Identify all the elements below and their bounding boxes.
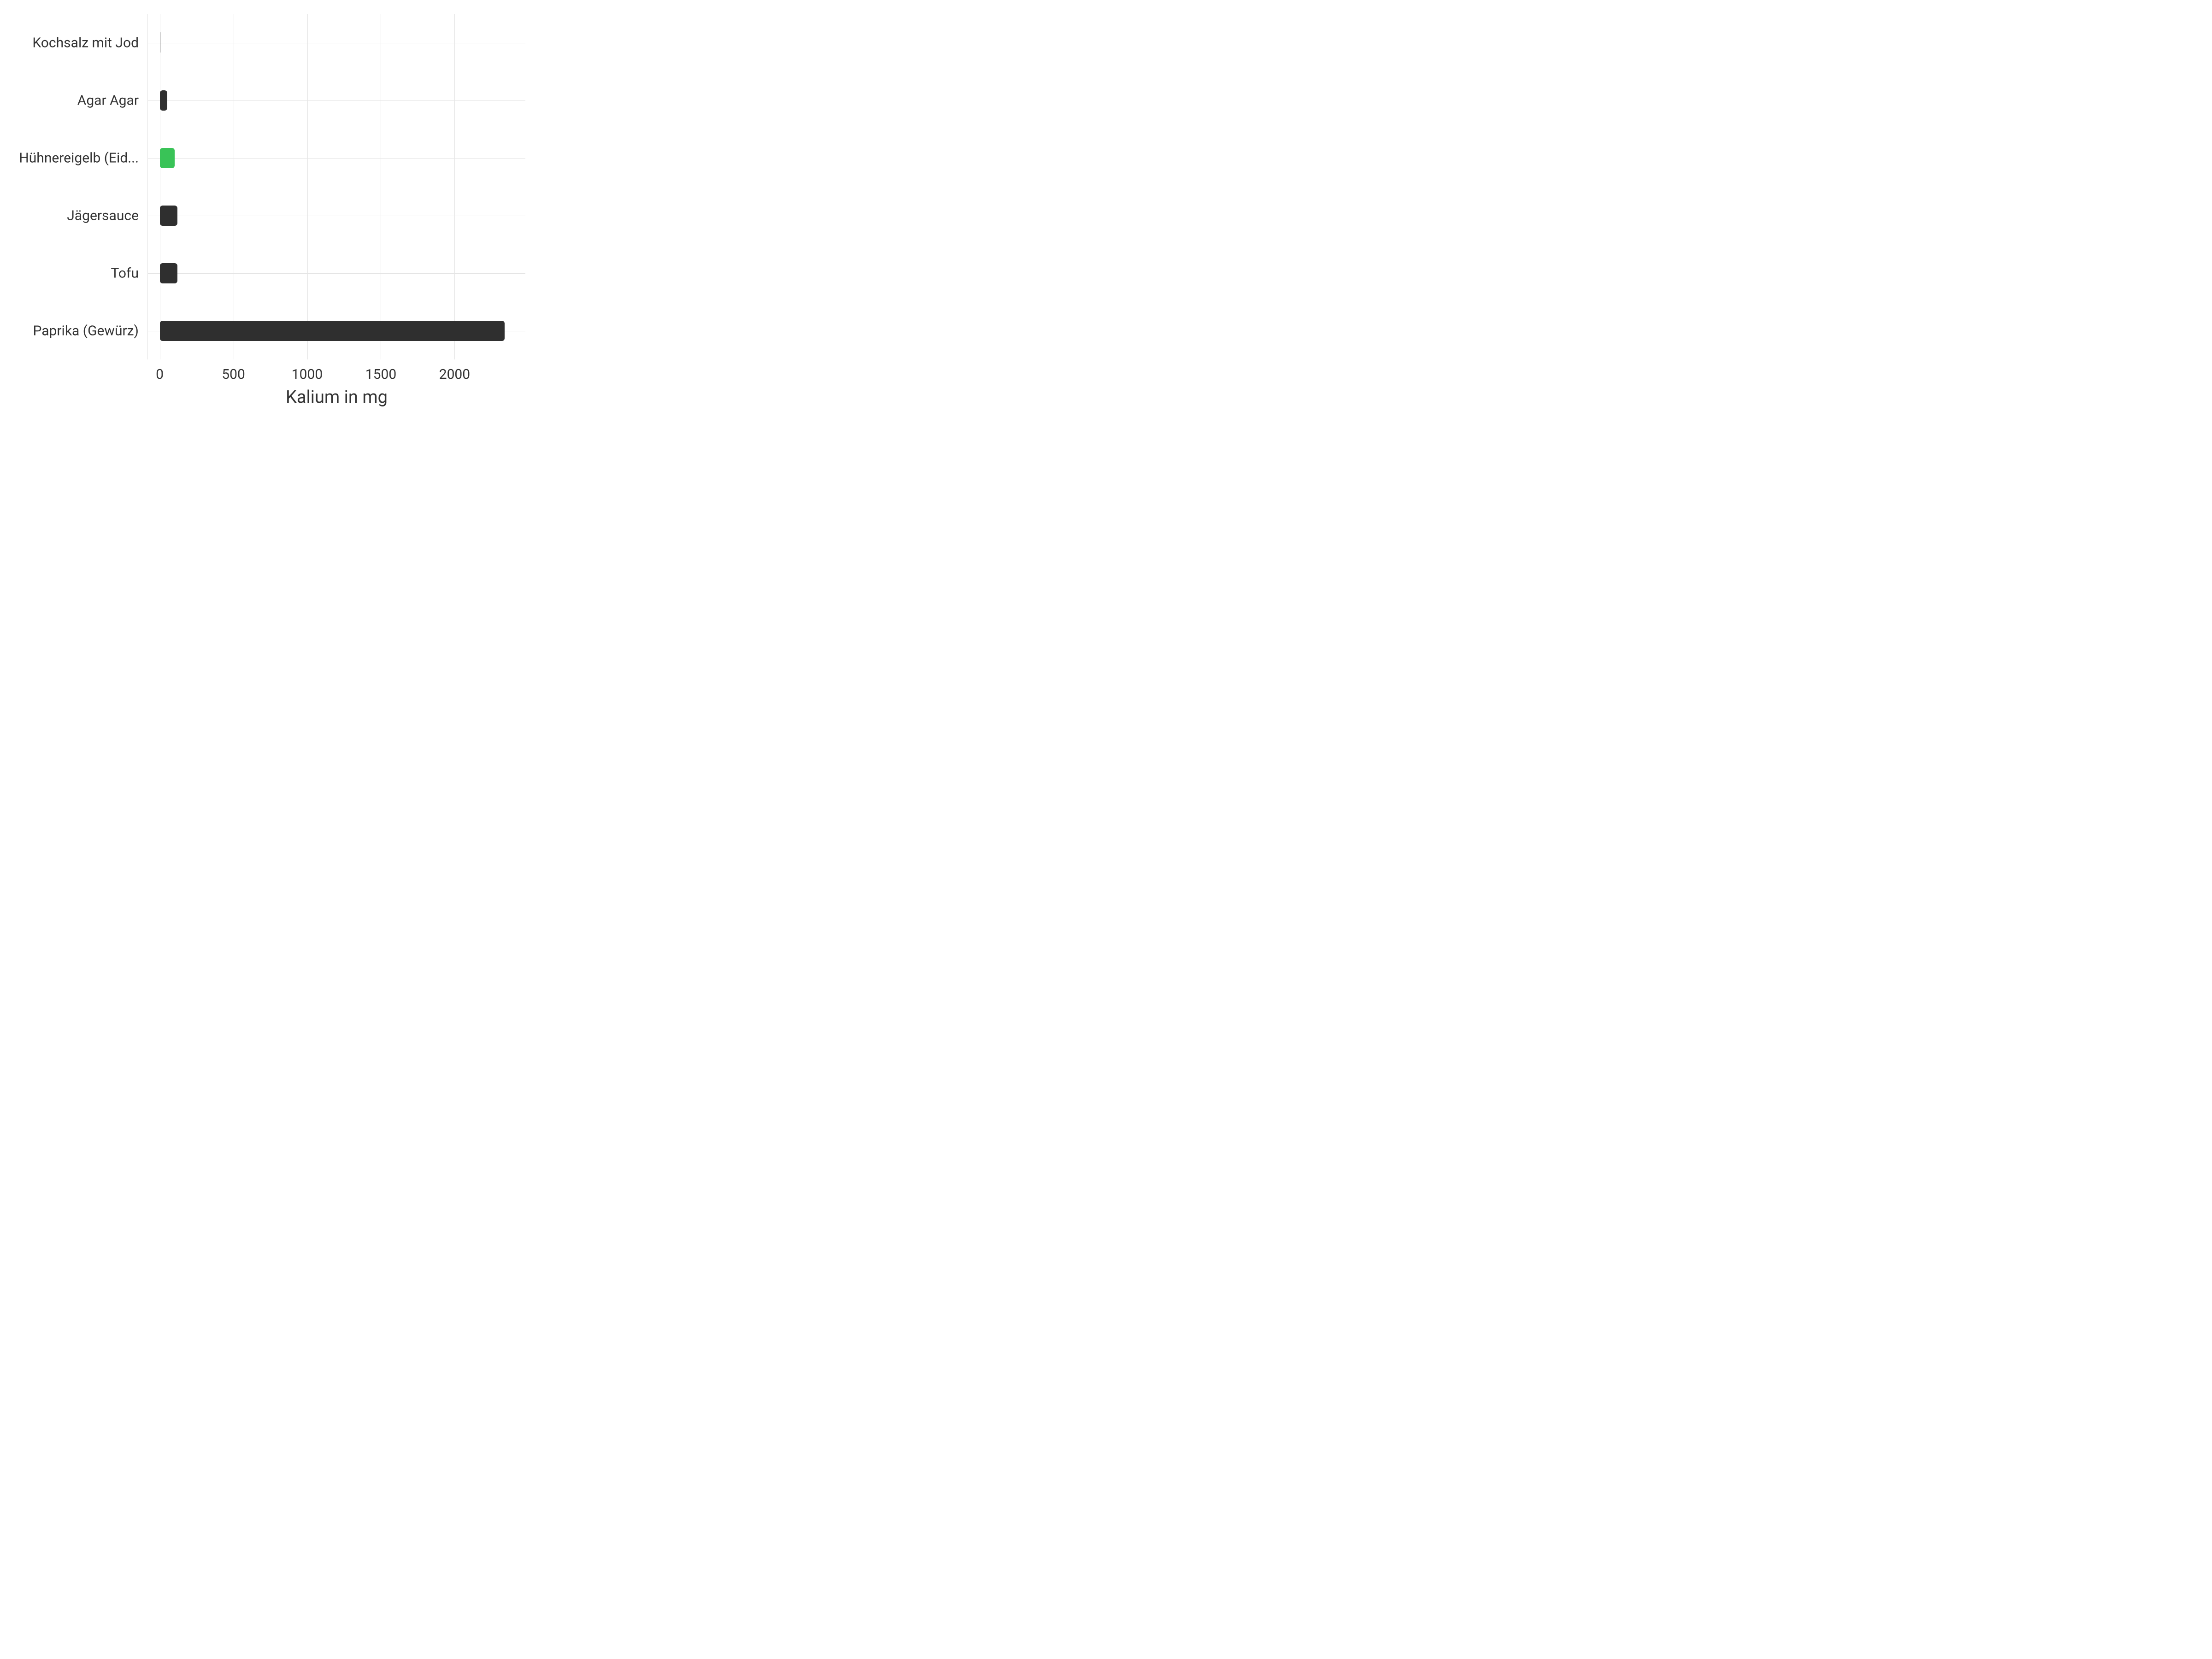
y-category-label: Tofu xyxy=(111,265,148,281)
bar xyxy=(160,263,177,283)
x-tick-label: 0 xyxy=(156,359,164,382)
x-tick-label: 1000 xyxy=(292,359,323,382)
bar xyxy=(160,321,505,341)
bar xyxy=(160,90,167,111)
bar xyxy=(160,32,161,53)
x-tick-label: 1500 xyxy=(365,359,396,382)
bar xyxy=(160,206,177,226)
grid-line xyxy=(307,14,308,359)
x-tick-label: 2000 xyxy=(439,359,470,382)
y-category-label: Hühnereigelb (Eid... xyxy=(19,150,148,166)
x-tick-label: 500 xyxy=(222,359,245,382)
chart-container: Kalium in mg 0500100015002000Kochsalz mi… xyxy=(0,0,553,415)
y-category-label: Paprika (Gewürz) xyxy=(33,323,148,339)
y-category-label: Agar Agar xyxy=(77,92,148,108)
h-grid-line xyxy=(148,158,525,159)
bar xyxy=(160,148,175,168)
plot-area: Kalium in mg 0500100015002000Kochsalz mi… xyxy=(147,14,525,359)
h-grid-line xyxy=(148,273,525,274)
grid-line xyxy=(454,14,455,359)
y-category-label: Kochsalz mit Jod xyxy=(32,35,148,51)
h-grid-line xyxy=(148,100,525,101)
y-category-label: Jägersauce xyxy=(67,207,148,224)
